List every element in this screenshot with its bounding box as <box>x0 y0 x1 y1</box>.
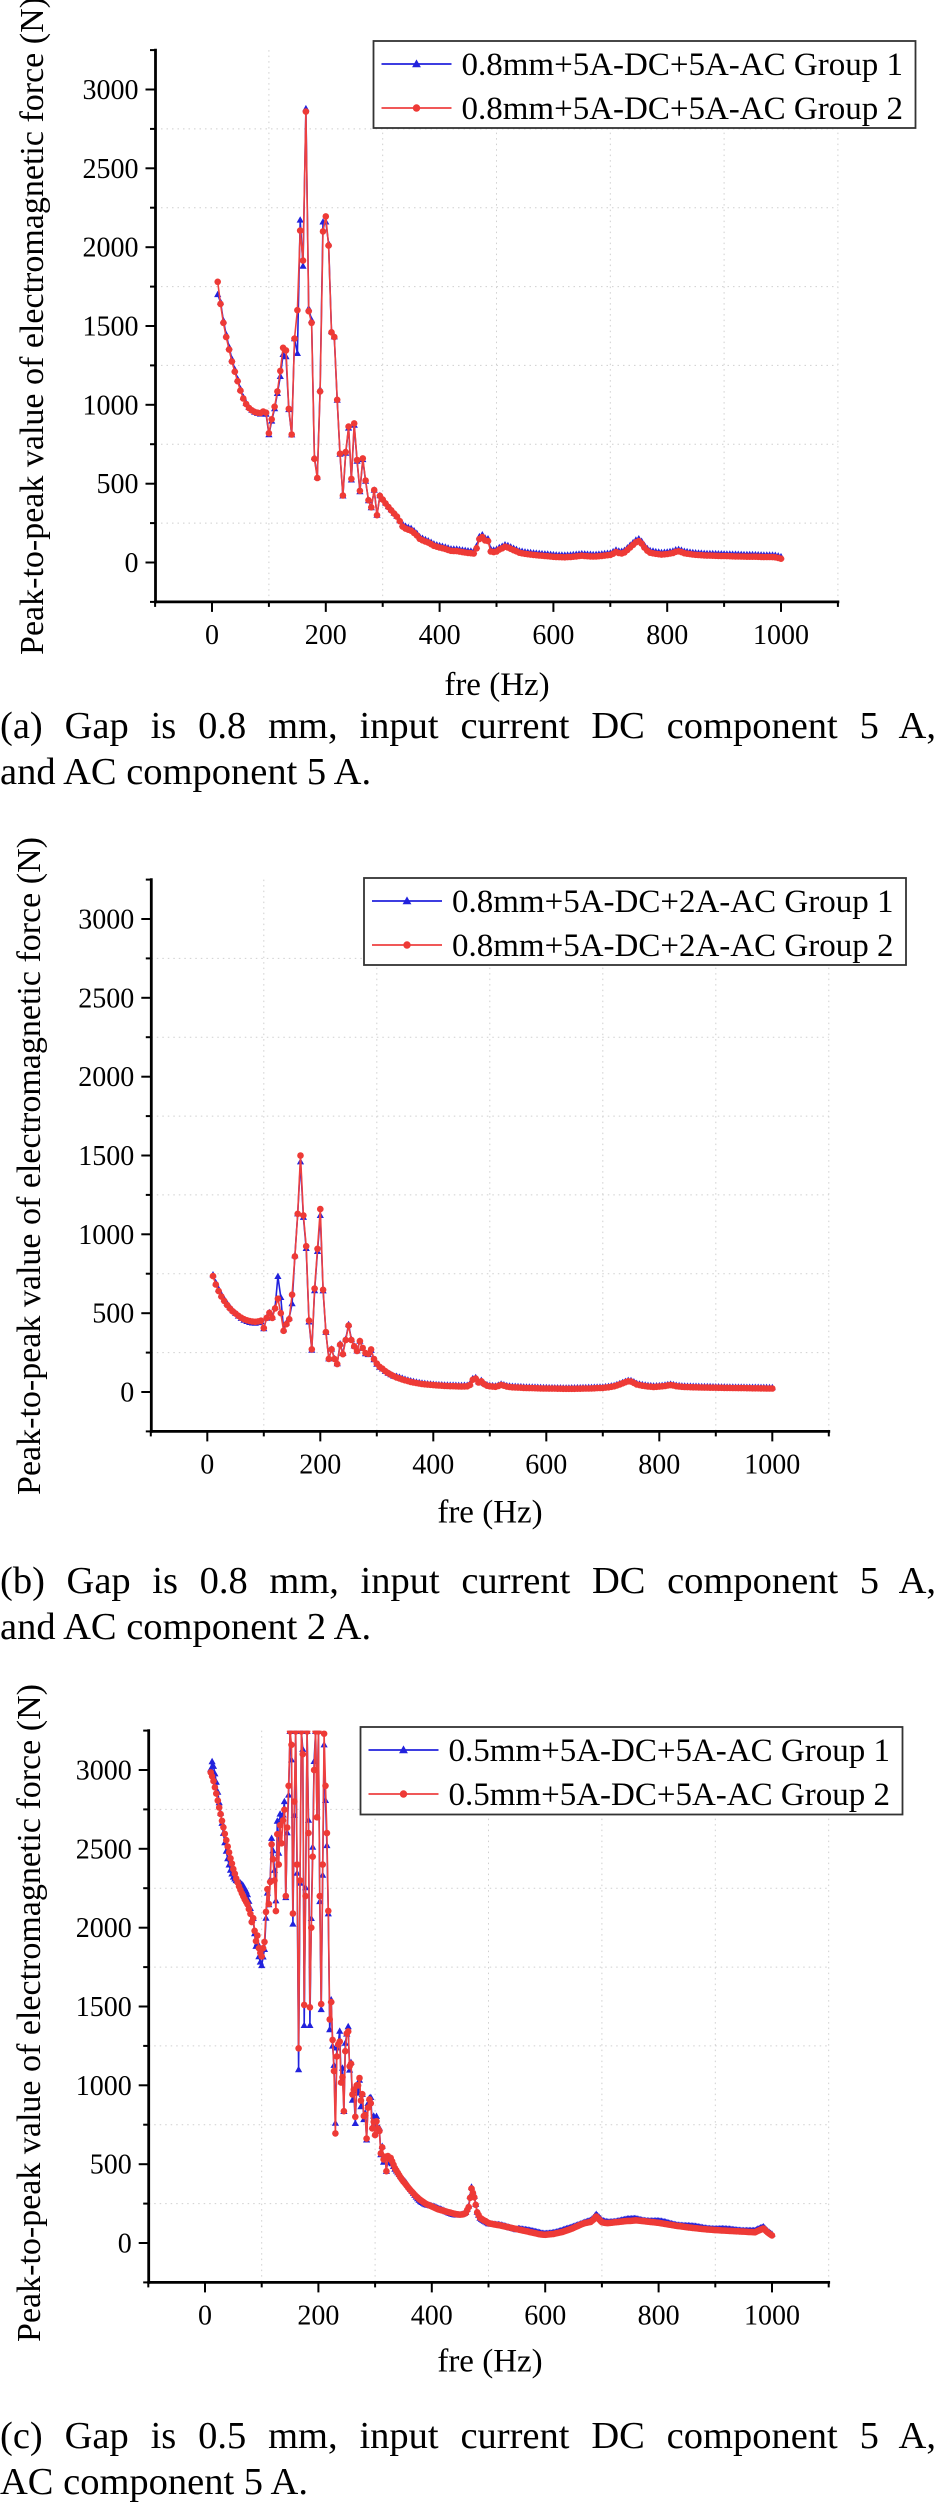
svg-text:1500: 1500 <box>78 1141 134 1172</box>
svg-text:fre (Hz): fre (Hz) <box>437 2344 542 2380</box>
svg-text:fre (Hz): fre (Hz) <box>444 667 549 703</box>
svg-text:800: 800 <box>646 620 688 651</box>
svg-text:400: 400 <box>412 1449 454 1480</box>
svg-text:200: 200 <box>299 1449 341 1480</box>
svg-text:1000: 1000 <box>83 390 139 421</box>
svg-text:600: 600 <box>532 620 574 651</box>
svg-text:0.8mm+5A-DC+5A-AC Group 1: 0.8mm+5A-DC+5A-AC Group 1 <box>462 47 903 83</box>
svg-text:1500: 1500 <box>83 312 139 343</box>
svg-text:Peak-to-peak value of electrom: Peak-to-peak value of electromagnetic fo… <box>11 837 48 1495</box>
svg-text:0: 0 <box>200 1449 214 1480</box>
svg-text:Peak-to-peak value of electrom: Peak-to-peak value of electromagnetic fo… <box>14 0 51 655</box>
svg-text:0: 0 <box>118 2229 132 2260</box>
svg-text:0.8mm+5A-DC+5A-AC Group 2: 0.8mm+5A-DC+5A-AC Group 2 <box>462 91 903 127</box>
svg-text:0.8mm+5A-DC+2A-AC Group 1: 0.8mm+5A-DC+2A-AC Group 1 <box>452 884 893 920</box>
svg-text:0.8mm+5A-DC+2A-AC Group 2: 0.8mm+5A-DC+2A-AC Group 2 <box>452 928 893 964</box>
svg-text:0: 0 <box>205 620 219 651</box>
svg-text:500: 500 <box>92 1299 134 1330</box>
svg-text:2000: 2000 <box>76 1913 132 1944</box>
svg-text:0: 0 <box>120 1378 134 1409</box>
svg-text:500: 500 <box>97 469 139 500</box>
svg-text:fre (Hz): fre (Hz) <box>437 1495 542 1531</box>
svg-text:2500: 2500 <box>83 154 139 185</box>
svg-text:3000: 3000 <box>78 905 134 936</box>
svg-text:1000: 1000 <box>78 1220 134 1251</box>
svg-text:400: 400 <box>419 620 461 651</box>
svg-text:200: 200 <box>305 620 347 651</box>
svg-text:400: 400 <box>411 2300 453 2331</box>
svg-text:2500: 2500 <box>76 1834 132 1865</box>
svg-text:1000: 1000 <box>753 620 809 651</box>
svg-text:0.5mm+5A-DC+5A-AC Group 2: 0.5mm+5A-DC+5A-AC Group 2 <box>449 1777 890 1813</box>
svg-text:1000: 1000 <box>744 1449 800 1480</box>
svg-text:1000: 1000 <box>744 2300 800 2331</box>
svg-text:1500: 1500 <box>76 1992 132 2023</box>
svg-text:0.5mm+5A-DC+5A-AC Group 1: 0.5mm+5A-DC+5A-AC Group 1 <box>449 1733 890 1769</box>
svg-text:0: 0 <box>198 2300 212 2331</box>
svg-text:1000: 1000 <box>76 2071 132 2102</box>
svg-text:2500: 2500 <box>78 983 134 1014</box>
svg-text:Peak-to-peak value of electrom: Peak-to-peak value of electromagnetic fo… <box>11 1684 48 2342</box>
svg-text:0: 0 <box>125 548 139 579</box>
svg-text:500: 500 <box>90 2150 132 2181</box>
svg-text:600: 600 <box>524 2300 566 2331</box>
svg-text:600: 600 <box>525 1449 567 1480</box>
svg-text:3000: 3000 <box>83 75 139 106</box>
svg-text:800: 800 <box>638 2300 680 2331</box>
svg-text:2000: 2000 <box>78 1062 134 1093</box>
svg-text:800: 800 <box>638 1449 680 1480</box>
svg-text:3000: 3000 <box>76 1756 132 1787</box>
svg-text:200: 200 <box>297 2300 339 2331</box>
svg-text:2000: 2000 <box>83 233 139 264</box>
